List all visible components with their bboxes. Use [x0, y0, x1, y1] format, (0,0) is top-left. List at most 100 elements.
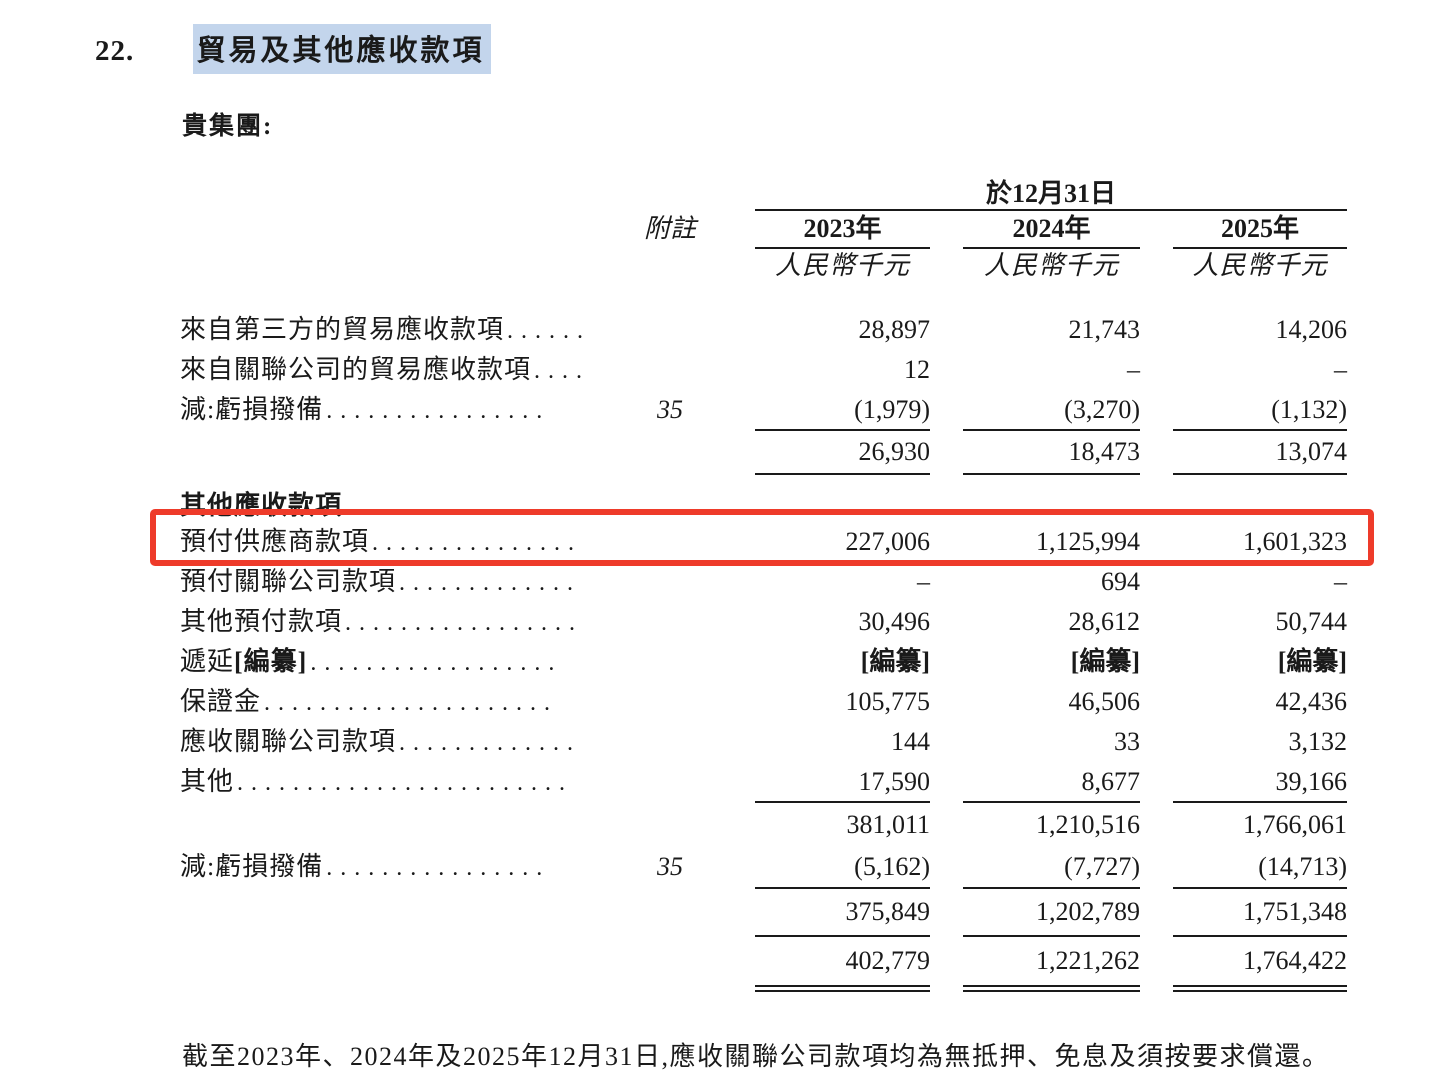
gap-cell: [930, 846, 963, 888]
gap-cell: [700, 846, 755, 888]
gap-cell: [700, 430, 755, 474]
value-2025: 1,764,422: [1173, 936, 1348, 991]
table-row: 預付關聯公司款項............. – 694 –: [180, 562, 1347, 602]
row-label: 來自關聯公司的貿易應收款項....: [180, 355, 591, 384]
value-2025: 1,766,061: [1243, 809, 1348, 839]
row-label: [180, 430, 640, 474]
gap-cell: [1140, 522, 1173, 562]
gap-cell: [700, 522, 755, 562]
gap-cell: [700, 762, 755, 802]
section-number: 22.: [95, 35, 135, 67]
value-2025: –: [1334, 355, 1348, 384]
value-2023: 402,779: [755, 936, 930, 991]
gap-cell: [930, 762, 963, 802]
value-2024: 21,743: [1068, 315, 1141, 344]
value-2024: –: [1127, 355, 1140, 384]
note-ref: [640, 350, 700, 390]
note-ref: [640, 522, 700, 562]
value-2023: [編纂]: [860, 647, 930, 676]
value-2025: 42,436: [1275, 687, 1348, 716]
gap-cell: [930, 642, 963, 682]
table-row: 人民幣千元 人民幣千元 人民幣千元: [180, 248, 1347, 282]
gap-cell: [930, 210, 963, 248]
dot-leader: ........................: [237, 770, 574, 796]
row-label: 來自第三方的貿易應收款項......: [180, 315, 592, 344]
year-header-2025: 2025年: [1173, 210, 1348, 249]
note-ref: [640, 642, 700, 682]
dot-leader: .....................: [264, 690, 559, 716]
value-2023: (1,979): [755, 390, 930, 431]
group-subtitle: 貴集團:: [182, 113, 274, 140]
value-2025: 1,601,323: [1243, 527, 1348, 556]
value-2023: 12: [904, 355, 930, 384]
value-2025: 13,074: [1173, 430, 1348, 475]
value-2024: 1,221,262: [963, 936, 1140, 991]
date-header: 於12月31日: [755, 178, 1348, 211]
note-ref: [640, 682, 700, 722]
footnote-text: 截至2023年、2024年及2025年12月31日,應收關聯公司款項均為無抵押、…: [182, 1042, 1330, 1071]
value-2025: 39,166: [1173, 762, 1348, 803]
gap-cell: [1140, 562, 1173, 602]
spacer-row: [180, 474, 1347, 490]
gap-cell: [1140, 936, 1173, 986]
subtotal-row: 26,930 18,473 13,074: [180, 430, 1348, 475]
unit-label-2025: 人民幣千元: [1192, 250, 1328, 280]
spacer-cell: [180, 248, 755, 282]
value-2025: –: [1334, 567, 1348, 596]
gap-cell: [700, 722, 755, 762]
gap-cell: [930, 936, 963, 986]
note-ref: 35: [657, 852, 683, 881]
table-row: 應收關聯公司款項............. 144 33 3,132: [180, 722, 1347, 762]
value-2025: 3,132: [1288, 727, 1348, 756]
total-row: 402,779 1,221,262 1,764,422: [180, 936, 1348, 991]
unit-label-2023: 人民幣千元: [774, 250, 910, 280]
dot-leader: .............: [399, 730, 582, 756]
spacer-cell: [180, 178, 755, 210]
value-2024: 8,677: [963, 762, 1140, 803]
note-ref: [640, 888, 700, 936]
table-row: 來自關聯公司的貿易應收款項.... 12 – –: [180, 350, 1347, 390]
gap-cell: [1140, 310, 1173, 350]
row-label: 遞延[編纂]..................: [180, 647, 563, 676]
value-2024: 1,125,994: [1036, 527, 1140, 556]
note-ref: [640, 722, 700, 762]
note-ref: [640, 802, 700, 846]
year-header-2024: 2024年: [963, 210, 1140, 249]
subtotal-row: 381,011 1,210,516 1,766,061: [180, 802, 1347, 846]
spacer-row: [180, 282, 1347, 310]
note-ref: [640, 762, 700, 802]
table-row: 其他........................ 17,590 8,677 …: [180, 762, 1348, 803]
dot-leader: .................: [345, 610, 584, 636]
dot-leader: ................: [326, 398, 551, 424]
row-label: 其他預付款項.................: [180, 607, 584, 636]
section-header-row: 其他應收款項: [180, 490, 1347, 522]
gap-cell: [930, 390, 963, 430]
gap-cell: [930, 562, 963, 602]
gap-cell: [1140, 888, 1173, 936]
row-label: [180, 802, 640, 846]
gap-cell: [1140, 846, 1173, 888]
gap-cell: [930, 310, 963, 350]
value-2025: [編纂]: [1277, 647, 1348, 676]
gap-cell: [700, 310, 755, 350]
table-row: 來自第三方的貿易應收款項...... 28,897 21,743 14,206: [180, 310, 1347, 350]
dot-leader: ......: [507, 318, 592, 344]
value-2023: 30,496: [858, 607, 931, 636]
unit-label-2024: 人民幣千元: [983, 250, 1119, 280]
row-label: 減:虧損撥備................: [180, 395, 551, 424]
gap-cell: [700, 802, 755, 846]
table-row: 於12月31日: [180, 178, 1348, 211]
gap-cell: [930, 522, 963, 562]
gap-cell: [1140, 248, 1173, 282]
table-row: 其他預付款項................. 30,496 28,612 50…: [180, 602, 1347, 642]
page-title: 貿易及其他應收款項: [192, 24, 491, 74]
table-row: 保證金..................... 105,775 46,506 …: [180, 682, 1347, 722]
value-2025: (1,132): [1173, 390, 1348, 431]
row-label: 保證金.....................: [180, 687, 559, 716]
gap-cell: [700, 936, 755, 986]
gap-cell: [700, 562, 755, 602]
gap-cell: [700, 642, 755, 682]
gap-cell: [1140, 802, 1173, 846]
note-ref: [640, 936, 700, 986]
